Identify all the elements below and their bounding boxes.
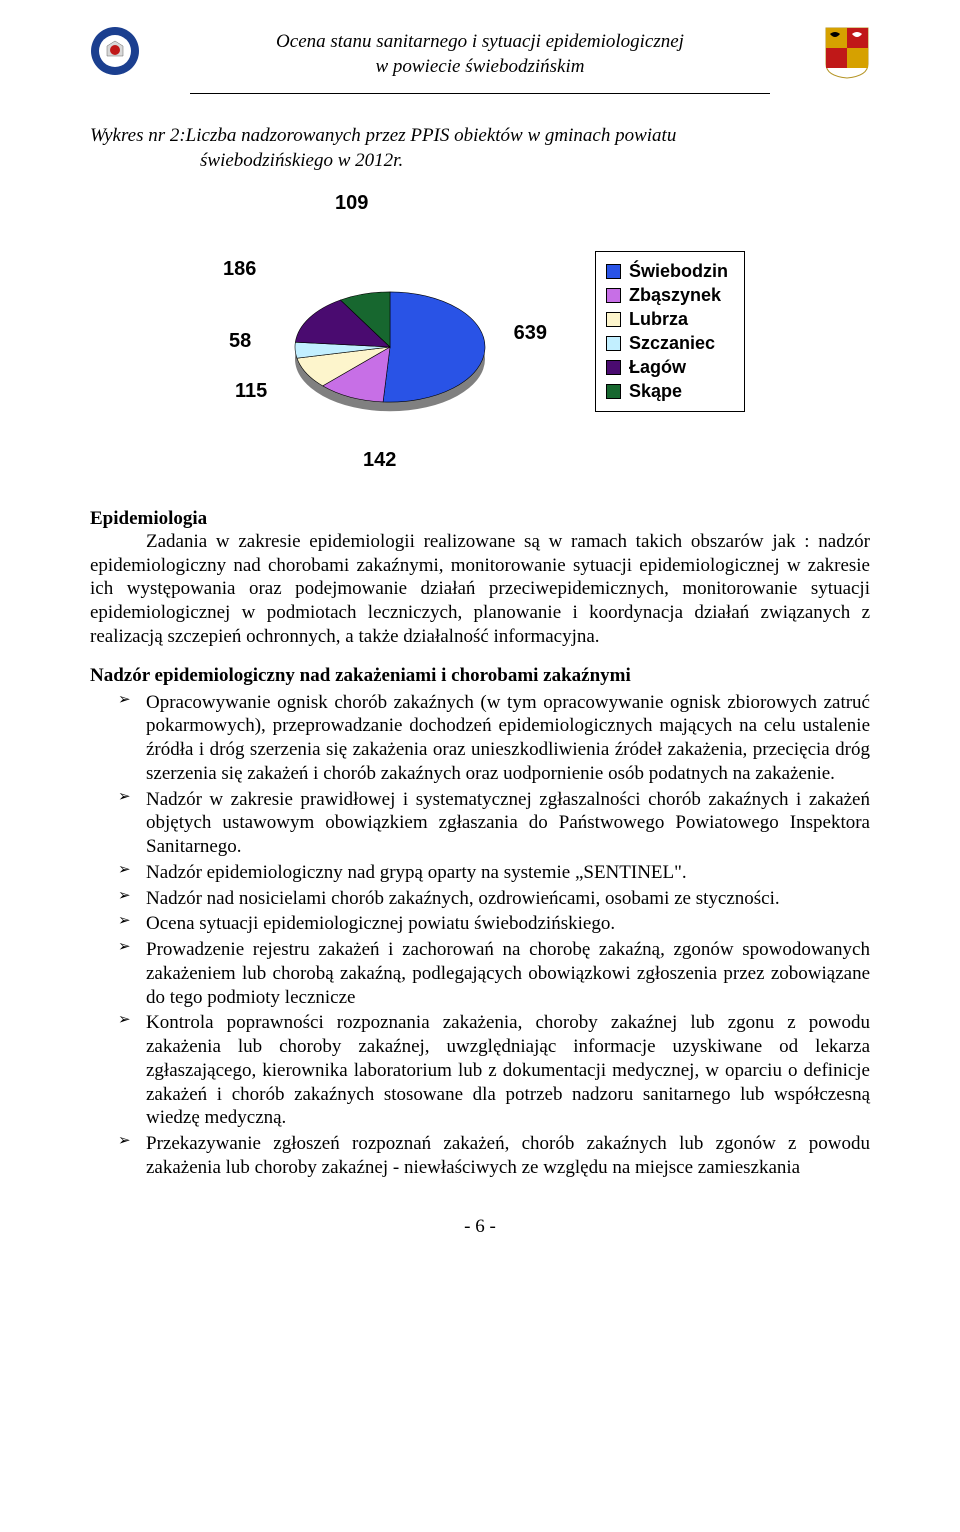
list-item: Ocena sytuacji epidemiologicznej powiatu…: [90, 912, 870, 936]
legend-item: Łagów: [606, 357, 728, 378]
section-heading-epidemiologia: Epidemiologia: [90, 508, 870, 530]
legend-item: Zbąszynek: [606, 285, 728, 306]
chart-caption: Wykres nr 2:Liczba nadzorowanych przez P…: [90, 124, 870, 173]
swatch-icon: [606, 384, 621, 399]
pie-label-swiebodzin: 639: [514, 322, 547, 345]
list-item: Nadzór epidemiologiczny nad grypą oparty…: [90, 861, 870, 885]
document-page: { "header": { "line1": "Ocena stanu sani…: [0, 0, 960, 1268]
legend-item: Świebodzin: [606, 261, 728, 282]
legend-label: Zbąszynek: [629, 285, 721, 306]
list-item: Nadzór w zakresie prawidłowej i systemat…: [90, 788, 870, 859]
legend-label: Skąpe: [629, 381, 682, 402]
subsection-heading-nadzor: Nadzór epidemiologiczny nad zakażeniami …: [90, 665, 870, 687]
swatch-icon: [606, 360, 621, 375]
caption-line2: świebodzińskiego w 2012r.: [90, 150, 403, 171]
swatch-icon: [606, 264, 621, 279]
pie-label-skape: 109: [335, 192, 368, 215]
swatch-icon: [606, 336, 621, 351]
emblem-right-icon: [824, 26, 870, 80]
emblem-left-icon: [90, 26, 140, 76]
page-footer: - 6 -: [90, 1216, 870, 1238]
legend-label: Świebodzin: [629, 261, 728, 282]
swatch-icon: [606, 312, 621, 327]
legend-item: Lubrza: [606, 309, 728, 330]
caption-line1: Wykres nr 2:Liczba nadzorowanych przez P…: [90, 125, 676, 146]
header-divider: [190, 93, 770, 94]
swatch-icon: [606, 288, 621, 303]
legend-label: Lubrza: [629, 309, 688, 330]
list-item: Nadzór nad nosicielami chorób zakaźnych,…: [90, 887, 870, 911]
list-item: Prowadzenie rejestru zakażeń i zachorowa…: [90, 938, 870, 1009]
pie-chart: 639 142 115 58 186 109: [215, 192, 565, 472]
list-item: Przekazywanie zgłoszeń rozpoznań zakażeń…: [90, 1132, 870, 1180]
epidemiologia-paragraph: Zadania w zakresie epidemiologii realizo…: [90, 530, 870, 649]
header-line1: Ocena stanu sanitarnego i sytuacji epide…: [276, 31, 684, 52]
page-header: Ocena stanu sanitarnego i sytuacji epide…: [90, 30, 870, 79]
legend-item: Skąpe: [606, 381, 728, 402]
chart-container: 639 142 115 58 186 109 Świebodzin Zbąszy…: [90, 192, 870, 472]
pie-svg: [215, 192, 565, 472]
legend-item: Szczaniec: [606, 333, 728, 354]
legend-label: Szczaniec: [629, 333, 715, 354]
pie-label-zbaszynek: 142: [363, 449, 396, 472]
header-line2: w powiecie świebodzińskim: [376, 56, 585, 77]
list-item: Opracowywanie ognisk chorób zakaźnych (w…: [90, 691, 870, 786]
pie-label-lagow: 186: [223, 258, 256, 281]
chart-legend: Świebodzin Zbąszynek Lubrza Szczaniec Ła…: [595, 251, 745, 412]
legend-label: Łagów: [629, 357, 686, 378]
list-item: Kontrola poprawności rozpoznania zakażen…: [90, 1011, 870, 1130]
pie-label-lubrza: 115: [235, 380, 267, 403]
header-title: Ocena stanu sanitarnego i sytuacji epide…: [276, 30, 684, 79]
bullet-list: Opracowywanie ognisk chorób zakaźnych (w…: [90, 691, 870, 1180]
pie-label-szczaniec: 58: [229, 330, 251, 353]
